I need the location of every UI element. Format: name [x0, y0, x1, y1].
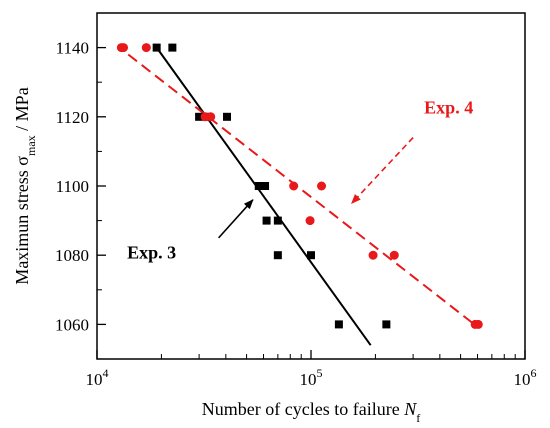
- exp4-point: [141, 43, 151, 53]
- annotations: Exp. 3 Exp. 4: [127, 97, 473, 262]
- exp4-arrow: [351, 137, 414, 205]
- exp3-point: [254, 182, 263, 190]
- exp3-point: [168, 43, 177, 52]
- y-tick-label: 1140: [56, 39, 89, 58]
- exp3-point: [382, 320, 391, 329]
- plot-border: [96, 12, 526, 360]
- x-tick-label: 106: [514, 366, 537, 389]
- exp3-fit-line: [153, 43, 372, 346]
- y-tick-label: 1120: [56, 108, 89, 127]
- data-points: [116, 43, 483, 329]
- exp3-point: [273, 251, 282, 260]
- exp4-point: [289, 181, 299, 191]
- exp4-label: Exp. 4: [424, 97, 473, 117]
- exp3-point: [334, 320, 343, 329]
- exp4-fit-line: [127, 53, 475, 326]
- exp3-arrow: [218, 199, 254, 239]
- axis-ticks: 104 105 106 1060 1080 1100 1120 1140: [55, 12, 537, 389]
- exp4-point: [389, 250, 399, 260]
- exp3-point: [261, 182, 270, 190]
- plot-area: [96, 12, 526, 360]
- exp3-point: [222, 112, 231, 121]
- y-axis-title: Maximun stress σmax / MPa: [12, 87, 38, 284]
- exp3-label: Exp. 3: [127, 243, 176, 263]
- exp3-point: [262, 216, 271, 225]
- y-tick-label: 1100: [56, 177, 89, 196]
- x-tick-label: 105: [300, 366, 323, 389]
- exp3-point: [195, 112, 204, 121]
- x-axis-title: Number of cycles to failure Nf: [202, 399, 420, 425]
- exp3-point: [273, 216, 282, 225]
- fit-lines: [127, 43, 475, 346]
- exp4-point: [473, 319, 483, 329]
- exp3-point: [307, 251, 315, 260]
- exp4-point: [206, 112, 216, 122]
- exp4-point: [305, 216, 315, 226]
- exp4-point: [368, 250, 378, 260]
- exp4-point: [317, 181, 327, 191]
- y-tick-label: 1080: [55, 246, 89, 265]
- exp3-point: [152, 43, 161, 52]
- y-tick-label: 1060: [55, 315, 89, 334]
- exp4-point: [119, 43, 129, 53]
- x-tick-label: 104: [86, 366, 109, 389]
